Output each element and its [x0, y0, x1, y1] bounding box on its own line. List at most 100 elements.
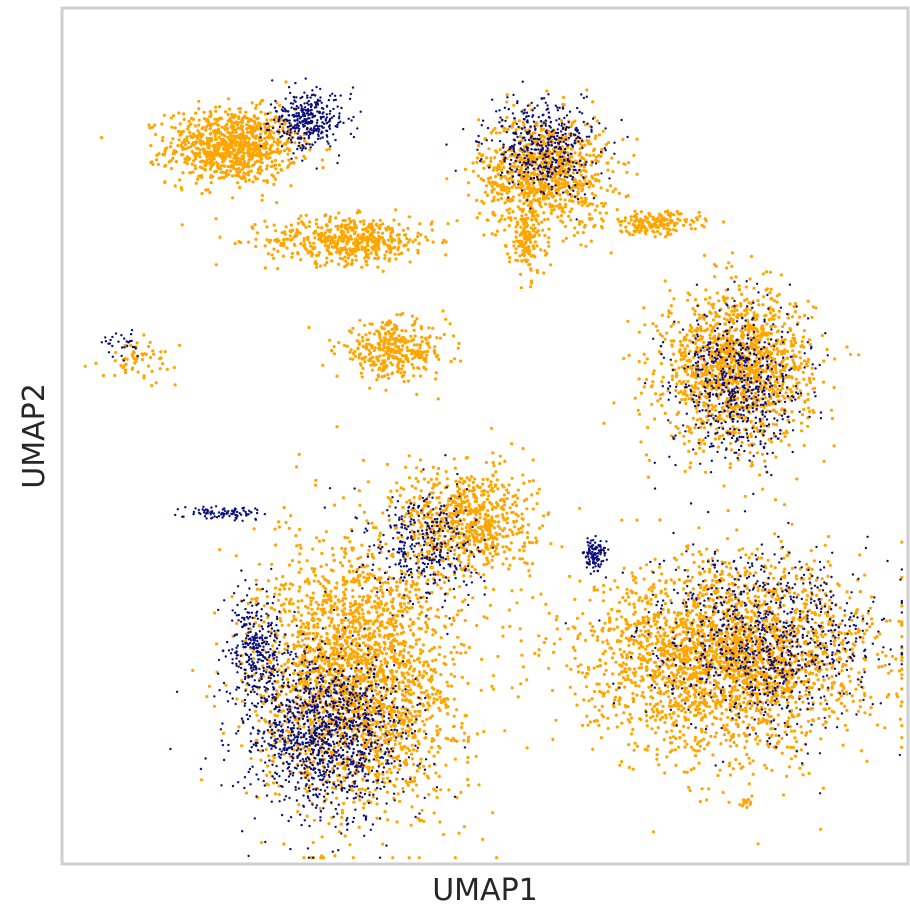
- scatter-point: [253, 175, 257, 179]
- scatter-point: [237, 158, 241, 162]
- scatter-point: [397, 245, 401, 249]
- scatter-point: [500, 505, 504, 509]
- scatter-point: [274, 167, 278, 171]
- scatter-point: [633, 209, 637, 213]
- scatter-point: [540, 161, 544, 165]
- scatter-point: [274, 229, 278, 233]
- scatter-point: [519, 244, 523, 248]
- scatter-point: [578, 179, 582, 183]
- scatter-point: [773, 325, 777, 329]
- scatter-point: [684, 402, 688, 406]
- scatter-point: [460, 522, 464, 526]
- scatter-point: [644, 232, 648, 236]
- scatter-point: [263, 266, 267, 270]
- scatter-point: [593, 194, 597, 198]
- scatter-point: [774, 368, 778, 372]
- scatter-point: [667, 311, 671, 315]
- scatter-point: [822, 359, 826, 363]
- scatter-point: [486, 509, 490, 513]
- scatter-point: [515, 222, 520, 226]
- scatter-point: [273, 177, 277, 181]
- scatter-point: [412, 495, 416, 500]
- scatter-point: [345, 251, 349, 255]
- scatter-point: [255, 177, 259, 181]
- scatter-point: [446, 548, 450, 552]
- scatter-point: [657, 212, 662, 216]
- scatter-point: [681, 223, 686, 227]
- scatter-point: [806, 398, 810, 402]
- scatter-point: [346, 230, 350, 234]
- scatter-point: [535, 502, 539, 506]
- scatter-point: [390, 342, 395, 346]
- scatter-point: [345, 242, 349, 246]
- scatter-point: [380, 369, 384, 373]
- scatter-point: [685, 344, 690, 348]
- scatter-point: [795, 381, 799, 385]
- scatter-point: [693, 298, 698, 302]
- scatter-point: [274, 115, 278, 119]
- scatter-point: [272, 150, 277, 154]
- scatter-point: [226, 119, 230, 123]
- scatter-point: [523, 241, 527, 246]
- scatter-point: [761, 303, 765, 307]
- scatter-point: [482, 233, 486, 237]
- scatter-point: [576, 182, 581, 186]
- scatter-point: [241, 174, 245, 178]
- scatter-point: [151, 162, 155, 167]
- scatter-point: [780, 408, 784, 412]
- scatter-point: [429, 222, 433, 226]
- scatter-point: [236, 126, 240, 130]
- scatter-point: [225, 169, 229, 173]
- scatter-point: [163, 164, 167, 168]
- scatter-point: [328, 250, 332, 255]
- scatter-point: [580, 200, 584, 204]
- scatter-point: [382, 242, 386, 246]
- scatter-point: [619, 229, 623, 233]
- scatter-point: [361, 227, 365, 232]
- scatter-point: [769, 331, 773, 336]
- scatter-point: [600, 147, 604, 152]
- scatter-point: [585, 88, 589, 92]
- scatter-point: [562, 103, 566, 107]
- scatter-point: [774, 385, 778, 389]
- scatter-point: [314, 222, 318, 226]
- scatter-point: [642, 352, 646, 356]
- scatter-point: [540, 220, 544, 224]
- scatter-point: [803, 400, 807, 404]
- scatter-point: [437, 357, 441, 361]
- scatter-point: [543, 249, 547, 253]
- scatter-point: [561, 136, 566, 141]
- scatter-point: [393, 238, 397, 242]
- scatter-point: [505, 185, 509, 190]
- scatter-point: [489, 131, 493, 135]
- scatter-point: [645, 228, 649, 232]
- scatter-point: [396, 536, 400, 540]
- scatter-point: [708, 296, 712, 300]
- scatter-point: [512, 103, 516, 107]
- scatter-point: [272, 223, 276, 227]
- scatter-point: [604, 143, 608, 147]
- scatter-point: [448, 511, 452, 515]
- scatter-point: [193, 124, 197, 128]
- scatter-point: [438, 534, 442, 538]
- scatter-point: [272, 182, 276, 186]
- scatter-point: [155, 153, 159, 157]
- scatter-point: [772, 348, 776, 352]
- scatter-point: [563, 168, 567, 172]
- scatter-point: [505, 208, 509, 212]
- scatter-point: [256, 159, 260, 163]
- scatter-point: [392, 218, 396, 222]
- scatter-point: [711, 405, 716, 409]
- scatter-point: [253, 223, 257, 227]
- scatter-point: [495, 166, 499, 170]
- scatter-point: [446, 554, 450, 559]
- scatter-point: [745, 374, 749, 378]
- scatter-point: [256, 116, 260, 120]
- scatter-point: [418, 222, 422, 226]
- scatter-point: [140, 357, 144, 362]
- scatter-point: [654, 225, 659, 229]
- scatter-point: [617, 191, 621, 195]
- scatter-point: [314, 260, 318, 264]
- scatter-point: [373, 346, 377, 350]
- scatter-point: [516, 488, 521, 492]
